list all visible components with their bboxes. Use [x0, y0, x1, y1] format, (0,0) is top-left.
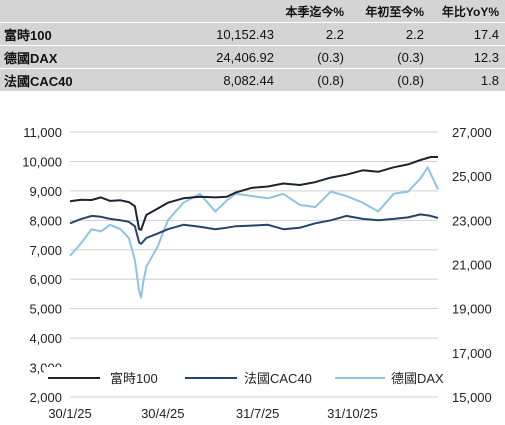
row-ytd: (0.8) — [350, 68, 430, 91]
row-value: 10,152.43 — [120, 22, 280, 46]
row-ytd: (0.3) — [350, 45, 430, 69]
table-row: 富時100 10,152.43 2.2 2.2 17.4 — [0, 22, 505, 46]
x-tick-label: 30/4/25 — [141, 406, 184, 421]
y-right-tick-label: 23,000 — [452, 213, 492, 228]
y-left-tick-label: 6,000 — [29, 272, 62, 287]
row-qtd: (0.8) — [280, 68, 350, 91]
y-left-tick-label: 4,000 — [29, 331, 62, 346]
y-right-tick-label: 19,000 — [452, 302, 492, 317]
x-tick-label: 31/7/25 — [236, 406, 279, 421]
x-tick-label: 31/10/25 — [327, 406, 378, 421]
row-value: 8,082.44 — [120, 68, 280, 91]
row-value: 24,406.92 — [120, 45, 280, 69]
legend-box — [44, 367, 474, 389]
row-qtd: 2.2 — [280, 22, 350, 46]
legend-label: 德國DAX — [391, 371, 444, 386]
legend-label: 法國CAC40 — [244, 371, 312, 386]
y-right-tick-label: 27,000 — [452, 125, 492, 140]
series-line — [69, 156, 438, 231]
y-right-tick-label: 21,000 — [452, 258, 492, 273]
summary-header-row: 本季迄今% 年初至今% 年比YoY% — [0, 0, 505, 23]
summary-table: 本季迄今% 年初至今% 年比YoY% 富時100 10,152.43 2.2 2… — [0, 0, 505, 91]
row-name: 富時100 — [0, 22, 120, 46]
row-yoy: 1.8 — [430, 68, 505, 91]
row-yoy: 17.4 — [430, 22, 505, 46]
row-name: 德國DAX — [0, 45, 120, 69]
table-row: 法國CAC40 8,082.44 (0.8) (0.8) 1.8 — [0, 68, 505, 91]
y-left-tick-label: 11,000 — [23, 125, 62, 140]
line-chart: 2,0003,0004,0005,0006,0007,0008,0009,000… — [22, 125, 492, 421]
header-ytd: 年初至今% — [365, 4, 424, 19]
y-left-tick-label: 8,000 — [29, 213, 62, 228]
y-left-tick-label: 7,000 — [29, 243, 62, 258]
y-left-tick-label: 10,000 — [22, 154, 62, 169]
y-right-tick-label: 25,000 — [452, 169, 492, 184]
series-line — [69, 166, 439, 299]
series-line — [69, 213, 439, 245]
legend-label: 富時100 — [110, 371, 158, 386]
x-tick-label: 30/1/25 — [48, 406, 91, 421]
header-qtd: 本季迄今% — [285, 4, 344, 19]
row-yoy: 12.3 — [430, 45, 505, 69]
row-qtd: (0.3) — [280, 45, 350, 69]
y-right-tick-label: 17,000 — [452, 346, 492, 361]
header-blank-name — [0, 0, 120, 23]
y-left-tick-label: 9,000 — [29, 184, 62, 199]
y-left-tick-label: 2,000 — [29, 390, 62, 405]
header-blank-value — [120, 0, 280, 23]
row-ytd: 2.2 — [350, 22, 430, 46]
y-right-tick-label: 15,000 — [452, 390, 492, 405]
row-name: 法國CAC40 — [0, 68, 120, 91]
header-yoy: 年比YoY% — [441, 4, 499, 19]
table-row: 德國DAX 24,406.92 (0.3) (0.3) 12.3 — [0, 45, 505, 69]
y-left-tick-label: 5,000 — [29, 302, 62, 317]
